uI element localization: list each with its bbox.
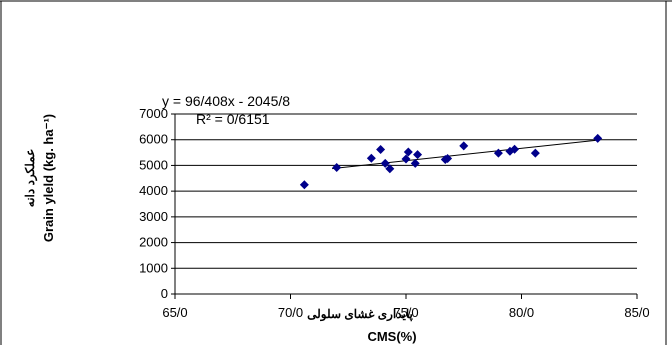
x-tick-label: 80/0 <box>509 305 534 320</box>
data-point <box>459 141 469 151</box>
x-tick-label: 65/0 <box>162 305 187 320</box>
data-point <box>510 144 520 154</box>
trendline <box>332 139 598 170</box>
x-tick-label: 75/0 <box>393 305 418 320</box>
y-tick-label: 2000 <box>139 235 168 250</box>
data-point <box>299 180 309 190</box>
data-point <box>413 150 423 160</box>
data-point <box>493 148 503 158</box>
axes <box>171 113 638 299</box>
y-tick-label: 1000 <box>139 260 168 275</box>
data-point <box>366 153 376 163</box>
data-point <box>443 153 453 163</box>
y-tick-label: 4000 <box>139 183 168 198</box>
data-point <box>380 158 390 168</box>
trendline-group <box>332 139 598 170</box>
r-squared-label: R² = 0/6151 <box>196 111 270 127</box>
y-tick-label: 6000 <box>139 132 168 147</box>
data-point <box>403 147 413 157</box>
x-axis-title: CMS(%) <box>367 329 416 344</box>
y-axis-title-persian: عملکرد دانه <box>23 149 38 207</box>
y-tick-label: 0 <box>161 286 168 301</box>
gridlines <box>175 113 637 269</box>
x-tick-label: 85/0 <box>624 305 649 320</box>
data-point <box>530 148 540 158</box>
trendline-equation: y = 96/408x - 2045/8 <box>162 93 290 109</box>
data-points <box>299 133 603 190</box>
data-point <box>410 158 420 168</box>
y-tick-label: 7000 <box>139 106 168 121</box>
y-tick-label: 3000 <box>139 209 168 224</box>
x-axis-title-persian: پایداری غشای سلولی <box>307 307 413 322</box>
data-point <box>593 133 603 143</box>
data-point <box>332 162 342 172</box>
data-point <box>401 154 411 164</box>
data-point <box>385 164 395 174</box>
x-tick-label: 70/0 <box>278 305 303 320</box>
data-point <box>376 144 386 154</box>
y-tick-label: 5000 <box>139 157 168 172</box>
y-axis-title: Grain yleld (kg. ha⁻¹) <box>41 114 56 242</box>
tick-labels: 0 1000 2000 3000 4000 5000 6000 7000 65/0 70/0 75/… <box>139 106 650 320</box>
